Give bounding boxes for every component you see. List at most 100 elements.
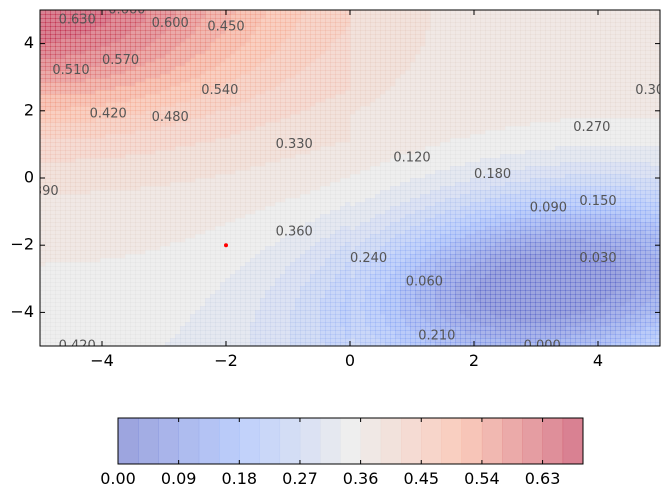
contour-cell — [550, 70, 556, 75]
contour-cell — [75, 50, 81, 55]
contour-cell — [385, 110, 391, 115]
contour-cell — [425, 18, 431, 23]
contour-cell — [305, 114, 311, 119]
contour-cell — [250, 22, 256, 27]
contour-cell — [285, 118, 291, 123]
contour-cell — [495, 50, 501, 55]
contour-cell — [100, 130, 106, 135]
contour-cell — [95, 18, 101, 23]
contour-cell — [270, 22, 276, 27]
contour-cell — [585, 90, 591, 95]
contour-cell — [650, 142, 656, 147]
contour-cell — [230, 166, 236, 171]
contour-cell — [260, 30, 266, 35]
contour-cell — [620, 94, 626, 99]
contour-cell — [650, 18, 656, 23]
contour-cell — [445, 26, 451, 31]
contour-cell — [415, 42, 421, 47]
contour-cell — [75, 70, 81, 75]
contour-cell — [580, 18, 586, 23]
contour-cell — [610, 58, 616, 63]
contour-cell — [515, 142, 521, 147]
contour-cell — [535, 10, 541, 15]
contour-cell — [285, 82, 291, 87]
contour-cell — [45, 154, 51, 159]
contour-cell — [510, 54, 516, 59]
contour-cell — [100, 82, 106, 87]
contour-cell — [85, 118, 91, 123]
contour-cell — [480, 74, 486, 79]
contour-cell — [80, 34, 86, 39]
contour-cell — [610, 158, 616, 163]
contour-cell — [60, 154, 66, 159]
contour-cell — [340, 138, 346, 143]
contour-cell — [105, 54, 111, 59]
contour-cell — [570, 66, 576, 71]
contour-cell — [445, 90, 451, 95]
contour-cell — [135, 118, 141, 123]
contour-cell — [150, 42, 156, 47]
contour-cell — [190, 98, 196, 103]
contour-cell — [435, 166, 441, 171]
contour-cell — [515, 82, 521, 87]
contour-cell — [335, 22, 341, 27]
contour-cell — [645, 118, 651, 123]
contour-cell — [90, 102, 96, 107]
contour-cell — [590, 150, 596, 155]
contour-cell — [435, 138, 441, 143]
contour-cell — [360, 98, 366, 103]
contour-cell — [245, 166, 251, 171]
contour-cell — [495, 146, 501, 151]
contour-cell — [430, 110, 436, 115]
contour-cell — [640, 86, 646, 91]
contour-cell — [175, 134, 181, 139]
contour-cell — [355, 26, 361, 31]
contour-cell — [630, 134, 636, 139]
contour-cell — [595, 142, 601, 147]
contour-cell — [55, 98, 61, 103]
contour-cell — [390, 94, 396, 99]
contour-cell — [150, 38, 156, 43]
contour-cell — [40, 54, 46, 59]
contour-cell — [450, 74, 456, 79]
contour-cell — [140, 150, 146, 155]
contour-cell — [475, 50, 481, 55]
contour-cell — [455, 146, 461, 151]
contour-cell — [215, 102, 221, 107]
contour-cell — [250, 18, 256, 23]
contour-cell — [510, 122, 516, 127]
contour-cell — [355, 30, 361, 35]
contour-cell — [510, 22, 516, 27]
contour-cell — [380, 142, 386, 147]
contour-cell — [115, 38, 121, 43]
contour-cell — [640, 166, 646, 171]
contour-cell — [105, 94, 111, 99]
contour-cell — [195, 62, 201, 67]
contour-cell — [270, 42, 276, 47]
contour-cell — [270, 34, 276, 39]
contour-cell — [525, 74, 531, 79]
contour-cell — [490, 70, 496, 75]
contour-cell — [540, 18, 546, 23]
contour-cell — [595, 22, 601, 27]
contour-cell — [175, 146, 181, 151]
contour-cell — [365, 130, 371, 135]
contour-cell — [540, 94, 546, 99]
contour-cell — [210, 102, 216, 107]
contour-cell — [155, 150, 161, 155]
contour-cell — [100, 34, 106, 39]
contour-cell — [175, 26, 181, 31]
contour-cell — [480, 30, 486, 35]
contour-cell — [125, 162, 131, 167]
contour-cell — [465, 10, 471, 15]
contour-cell — [615, 142, 621, 147]
contour-cell — [500, 154, 506, 159]
contour-cell — [380, 86, 386, 91]
contour-cell — [370, 46, 376, 51]
contour-cell — [465, 66, 471, 71]
contour-cell — [405, 114, 411, 119]
contour-cell — [500, 102, 506, 107]
contour-cell — [605, 10, 611, 15]
contour-cell — [155, 154, 161, 159]
contour-cell — [80, 134, 86, 139]
